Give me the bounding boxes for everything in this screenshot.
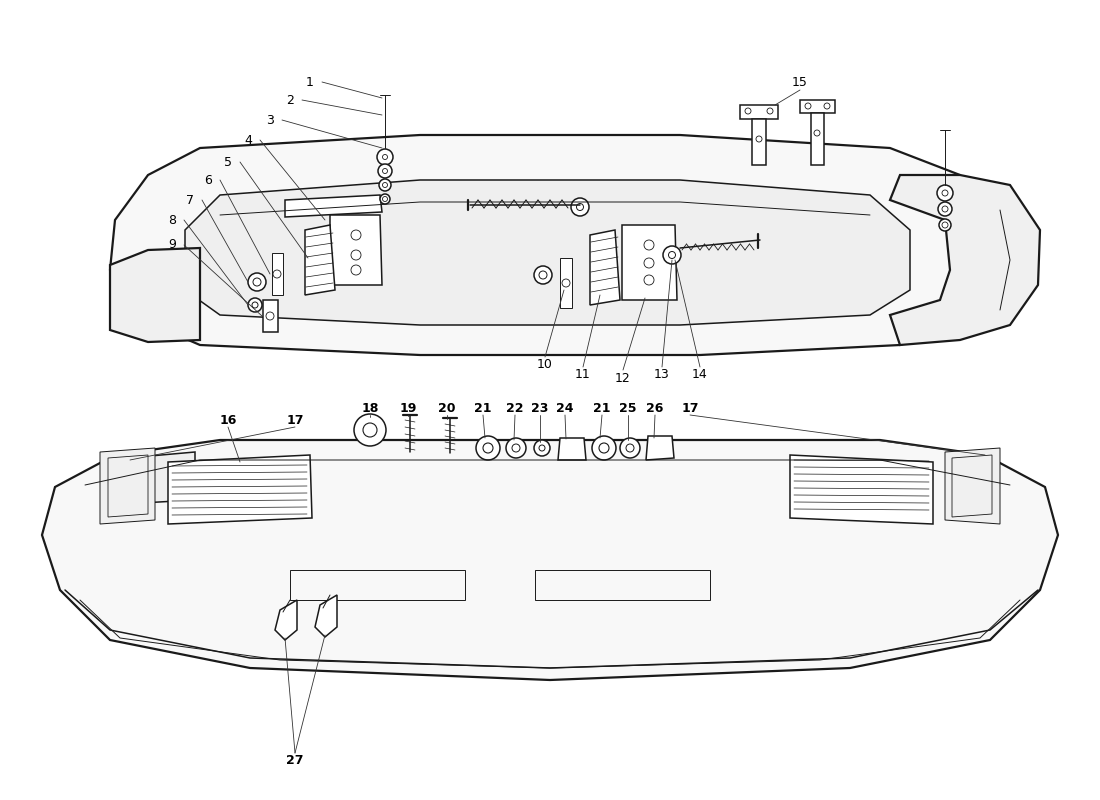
Text: 17: 17 <box>286 414 304 426</box>
Circle shape <box>534 440 550 456</box>
Polygon shape <box>558 438 586 460</box>
Polygon shape <box>621 225 676 300</box>
Circle shape <box>377 149 393 165</box>
Text: 13: 13 <box>654 369 670 382</box>
Polygon shape <box>800 100 835 113</box>
Polygon shape <box>330 215 382 285</box>
Text: 26: 26 <box>647 402 663 414</box>
Polygon shape <box>185 180 910 325</box>
Polygon shape <box>110 248 200 342</box>
Text: eurospares: eurospares <box>232 566 408 594</box>
Text: 4: 4 <box>244 134 252 146</box>
Circle shape <box>379 179 390 191</box>
Polygon shape <box>890 175 1040 345</box>
Polygon shape <box>740 105 778 119</box>
Text: 21: 21 <box>474 402 492 414</box>
Text: 18: 18 <box>361 402 378 414</box>
Circle shape <box>939 219 952 231</box>
Text: eurospares: eurospares <box>632 566 807 594</box>
Text: 1: 1 <box>306 75 313 89</box>
Circle shape <box>354 414 386 446</box>
Polygon shape <box>305 225 336 295</box>
Circle shape <box>248 298 262 312</box>
Circle shape <box>592 436 616 460</box>
Text: 14: 14 <box>692 369 708 382</box>
Text: 10: 10 <box>537 358 553 371</box>
Polygon shape <box>945 448 1000 524</box>
Circle shape <box>938 202 952 216</box>
Polygon shape <box>104 452 195 505</box>
Text: 17: 17 <box>681 402 698 414</box>
Circle shape <box>248 273 266 291</box>
Text: 15: 15 <box>792 75 807 89</box>
Text: 27: 27 <box>286 754 304 766</box>
Text: 11: 11 <box>575 369 591 382</box>
Circle shape <box>571 198 588 216</box>
Polygon shape <box>272 253 283 295</box>
Text: 7: 7 <box>186 194 194 206</box>
Circle shape <box>620 438 640 458</box>
Circle shape <box>506 438 526 458</box>
Polygon shape <box>42 440 1058 680</box>
Text: 25: 25 <box>619 402 637 414</box>
Text: 5: 5 <box>224 155 232 169</box>
Polygon shape <box>790 455 933 524</box>
Text: 24: 24 <box>557 402 574 414</box>
Text: 19: 19 <box>399 402 417 414</box>
Polygon shape <box>100 448 155 524</box>
Text: 3: 3 <box>266 114 274 126</box>
Text: 20: 20 <box>438 402 455 414</box>
Polygon shape <box>315 595 337 637</box>
Polygon shape <box>590 230 620 305</box>
Circle shape <box>379 194 390 204</box>
Text: 16: 16 <box>219 414 236 426</box>
Polygon shape <box>285 195 382 217</box>
Polygon shape <box>811 113 824 165</box>
Polygon shape <box>646 436 674 460</box>
Circle shape <box>663 246 681 264</box>
Polygon shape <box>110 135 996 355</box>
Text: eurospares: eurospares <box>632 296 807 324</box>
Polygon shape <box>168 455 312 524</box>
Circle shape <box>476 436 501 460</box>
Text: 2: 2 <box>286 94 294 106</box>
Circle shape <box>378 164 392 178</box>
Text: 9: 9 <box>168 238 176 251</box>
Polygon shape <box>275 600 297 640</box>
Circle shape <box>937 185 953 201</box>
Polygon shape <box>560 258 572 308</box>
Text: 21: 21 <box>593 402 611 414</box>
Text: 12: 12 <box>615 371 631 385</box>
Circle shape <box>534 266 552 284</box>
Text: eurospares: eurospares <box>232 296 408 324</box>
Polygon shape <box>263 300 278 332</box>
Text: 22: 22 <box>506 402 524 414</box>
Text: 6: 6 <box>205 174 212 186</box>
Polygon shape <box>752 119 766 165</box>
Text: 23: 23 <box>531 402 549 414</box>
Text: 8: 8 <box>168 214 176 226</box>
